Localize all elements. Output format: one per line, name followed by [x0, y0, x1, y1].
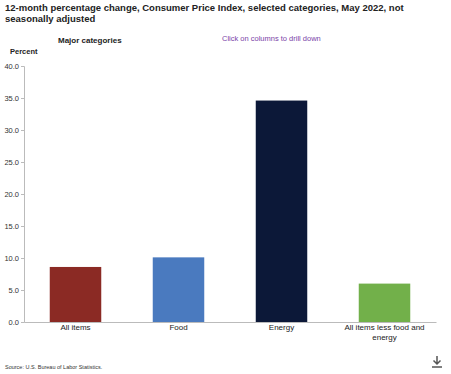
- y-axis-line: [21, 67, 25, 323]
- text-line: All items: [60, 323, 90, 332]
- tick-label: 30.0: [4, 126, 19, 135]
- text-line: 12-month percentage change, Consumer Pri…: [5, 2, 404, 13]
- annotation: Click on columns to drill down: [222, 34, 321, 43]
- bar: [256, 101, 308, 322]
- chart: 12-month percentage change, Consumer Pri…: [0, 0, 451, 374]
- tick-mark: [21, 162, 24, 163]
- tick: 20.0: [4, 190, 24, 199]
- tick-label: 25.0: [4, 158, 19, 167]
- tick: 35.0: [4, 94, 24, 103]
- tick: 40.0: [4, 62, 24, 71]
- tick-mark: [21, 194, 24, 195]
- tick-mark: [21, 130, 24, 131]
- category-label: All items less food andenergy: [344, 323, 424, 342]
- y-axis: 0.0 5.0 10.0 15.0 20.0 25.0 30.0 35.0 40.0: [4, 62, 24, 327]
- tick-label: 20.0: [4, 190, 19, 199]
- tick-label: 40.0: [4, 62, 19, 71]
- tick: 0.0: [9, 318, 24, 327]
- tick-mark: [21, 226, 24, 227]
- text-line: Food: [169, 323, 187, 332]
- tick: 30.0: [4, 126, 24, 135]
- bar: [359, 284, 411, 322]
- text-line: seasonally adjusted: [5, 13, 95, 24]
- text-line: energy: [372, 333, 396, 342]
- tick-label: 10.0: [4, 254, 19, 263]
- tick: 15.0: [4, 222, 24, 231]
- text-line: Energy: [269, 323, 294, 332]
- bar: [153, 257, 205, 322]
- download-glyph[interactable]: [432, 356, 442, 367]
- tick-mark: [21, 290, 24, 291]
- tick: 10.0: [4, 254, 24, 263]
- bar: [50, 267, 102, 322]
- tick: All items less food andenergy: [344, 323, 424, 342]
- category-label: All items: [60, 323, 90, 332]
- tick: 25.0: [4, 158, 24, 167]
- tick-label: 15.0: [4, 222, 19, 231]
- tick-label: 5.0: [9, 286, 19, 295]
- tick: Food: [169, 323, 187, 332]
- tick-mark: [21, 98, 24, 99]
- tick-mark: [21, 258, 24, 259]
- tick: All items: [60, 323, 90, 332]
- tick: 5.0: [9, 286, 24, 295]
- category-label: Energy: [269, 323, 294, 332]
- category-label: Food: [169, 323, 187, 332]
- tick-mark: [21, 66, 24, 67]
- y-axis-title: Percent: [10, 47, 38, 56]
- tick-label: 0.0: [9, 318, 19, 327]
- bars: [50, 101, 411, 322]
- download-icon[interactable]: [432, 356, 442, 367]
- text-line: All items less food and: [344, 323, 424, 332]
- tick: Energy: [269, 323, 294, 332]
- x-axis: All items Food Energy All items less food a…: [25, 323, 437, 343]
- tick-label: 35.0: [4, 94, 19, 103]
- title: 12-month percentage change, Consumer Pri…: [5, 2, 404, 24]
- source: Source: U.S. Bureau of Labor Statistics.: [5, 364, 103, 370]
- tick-mark: [21, 322, 24, 323]
- subtitle: Major categories: [58, 36, 122, 45]
